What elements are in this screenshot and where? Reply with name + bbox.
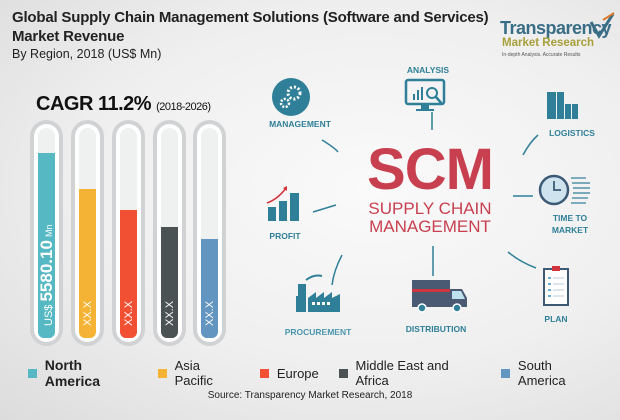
bar-fill: XX.X	[201, 239, 218, 338]
node-time-to-market: TIME TO MARKET	[551, 213, 589, 235]
legend-swatch	[28, 368, 37, 378]
node-analysis: ANALYSIS	[406, 65, 450, 75]
source-note: Source: Transparency Market Research, 20…	[207, 390, 413, 401]
legend-item: Middle East and Africa	[338, 358, 481, 388]
factory-icon	[296, 274, 340, 312]
connector-profit	[312, 204, 337, 213]
clock-time-icon	[538, 174, 590, 206]
bar-fill: XX.X	[120, 209, 137, 338]
bar-tube: XX.X	[153, 120, 186, 346]
checkmark-logo-icon	[589, 12, 615, 39]
node-profit: PROFIT	[269, 231, 301, 241]
bar-tube: US$ 5580.10 Mn	[30, 120, 63, 346]
node-management: MANAGEMENT	[269, 119, 331, 129]
legend: North America Asia Pacific Europe Middle Ea…	[28, 357, 620, 389]
delivery-truck-icon	[412, 280, 467, 313]
profit-chart-icon	[266, 186, 299, 221]
logo-tagline: In-depth Analysis. Accurate Results	[502, 52, 581, 58]
legend-item: Europe	[259, 366, 319, 381]
node-logistics: LOGISTICS	[549, 128, 595, 138]
legend-swatch	[338, 368, 348, 378]
connector-plan	[507, 251, 537, 269]
node-distribution: DISTRIBUTION	[405, 324, 467, 334]
logo-line1: Transparency	[500, 18, 612, 38]
legend-item: Asia Pacific	[157, 358, 240, 388]
node-plan: PLAN	[544, 314, 568, 324]
legend-swatch	[259, 368, 269, 378]
bar-fill: XX.X	[161, 226, 178, 338]
legend-swatch	[157, 368, 167, 378]
bar-fill: US$ 5580.10 Mn	[38, 153, 55, 338]
clipboard-plan-icon	[543, 266, 569, 306]
bar-fill: XX.X	[79, 188, 96, 338]
legend-item: South America	[501, 358, 600, 388]
bar-tube: XX.X	[193, 120, 226, 346]
scm-center-title: SCM SUPPLY CHAIN MANAGEMENT	[367, 137, 494, 236]
connector-procurement	[331, 254, 343, 286]
node-procurement: PROCUREMENT	[284, 327, 352, 337]
page-title: Global Supply Chain Management Solutions…	[12, 9, 489, 45]
connector-management	[321, 139, 339, 153]
legend-swatch	[501, 368, 510, 378]
bar-tube: XX.X	[112, 120, 145, 346]
bar-tube: XX.X	[71, 120, 104, 346]
analytics-monitor-icon	[404, 78, 446, 111]
cagr-label: CAGR 11.2% (2018-2026)	[36, 93, 211, 115]
page-subtitle: By Region, 2018 (US$ Mn)	[12, 47, 162, 61]
gears-icon	[272, 78, 310, 116]
logistics-bars-icon	[547, 92, 578, 119]
connector-logistics	[522, 134, 539, 156]
logo-line2: Market Research	[502, 37, 595, 49]
legend-item: North America	[28, 357, 138, 389]
